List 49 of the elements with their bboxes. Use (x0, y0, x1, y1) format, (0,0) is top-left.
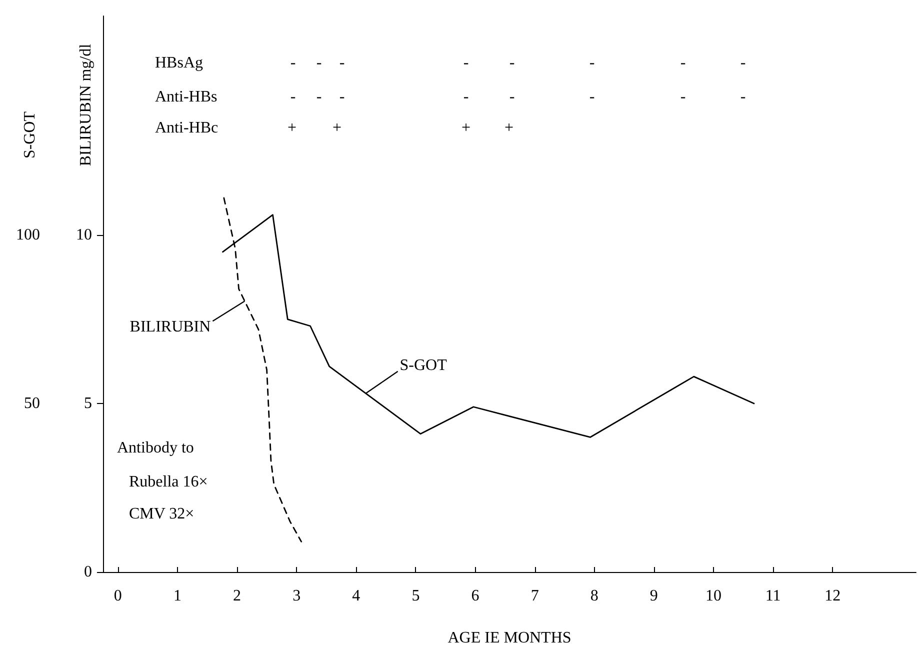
x-tick-label: 9 (650, 588, 658, 604)
x-tick-label: 2 (233, 588, 242, 604)
x-axis-title: AGE IE MONTHS (448, 630, 572, 646)
x-tick-label: 11 (765, 588, 781, 604)
annotation: Anti-HBs (155, 88, 218, 106)
text: S-GOT (400, 356, 448, 374)
annotation: + (332, 120, 342, 136)
annotation: Antibody to (117, 440, 194, 456)
y-tick-label: 100 (16, 226, 40, 244)
x-tick-label: 5 (412, 588, 420, 604)
y2-tick-label: 5 (84, 395, 92, 412)
annotation: - (740, 54, 746, 72)
annotation: - (463, 88, 469, 106)
annotation: - (316, 54, 322, 72)
y2-axis-title: BILIRUBIN mg/dl (78, 43, 94, 166)
x-tick-label: 12 (824, 588, 841, 604)
annotation: - (509, 88, 515, 106)
annotation: - (339, 54, 345, 72)
y2-tick-label: 0 (84, 564, 92, 580)
annotation: - (509, 54, 515, 72)
annotation: HBsAg (155, 54, 204, 72)
x-tick-label: 10 (705, 588, 722, 604)
annotation: - (290, 54, 296, 72)
text: BILIRUBIN (130, 318, 212, 336)
annotation: - (290, 88, 296, 106)
annotation: Rubella 16× (129, 474, 208, 490)
y2-tick-label: 10 (76, 226, 92, 244)
x-tick-label: 0 (114, 588, 122, 604)
annotation: - (463, 54, 469, 72)
annotation: + (504, 120, 514, 136)
annotation: - (339, 88, 345, 106)
annotation: CMV 32× (129, 506, 194, 522)
annotation: - (740, 88, 746, 106)
annotation: Anti-HBc (155, 120, 218, 136)
annotation: + (461, 120, 471, 136)
x-tick-label: 1 (173, 588, 182, 604)
x-tick-label: 8 (590, 588, 598, 604)
annotation: + (287, 120, 297, 136)
y-tick-label: 50 (24, 395, 40, 412)
y-axis-title: S-GOT (22, 111, 38, 159)
x-tick-label: 4 (352, 588, 360, 604)
x-tick-label: 6 (471, 588, 480, 604)
x-tick-label: 7 (530, 588, 539, 604)
annotation: - (589, 54, 595, 72)
x-tick-label: 3 (292, 588, 301, 604)
annotation: - (316, 88, 322, 106)
annotation: - (680, 88, 686, 106)
annotation: - (589, 88, 595, 106)
annotation: - (680, 54, 686, 72)
